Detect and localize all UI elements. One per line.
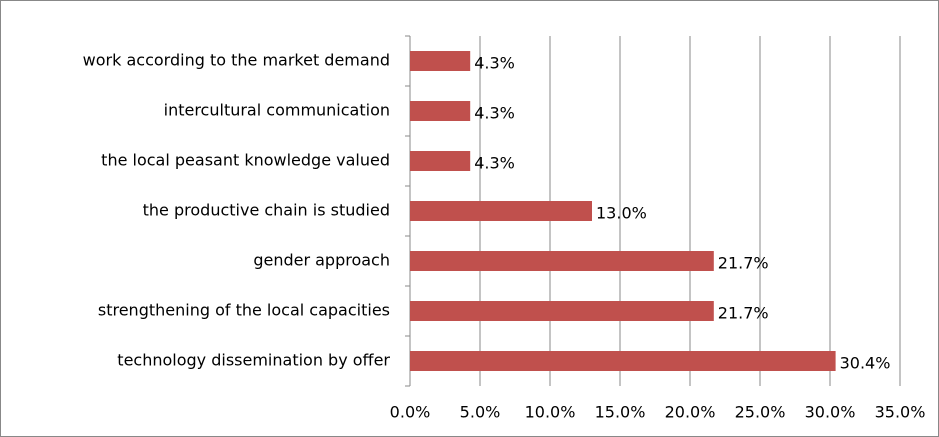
bar (410, 51, 471, 71)
data-label: 4.3% (474, 54, 515, 73)
bar (410, 251, 714, 271)
data-label: 13.0% (596, 204, 647, 223)
bar (410, 301, 714, 321)
x-tick-label: 30.0% (805, 403, 856, 422)
x-tick-label: 15.0% (595, 403, 646, 422)
bar (410, 201, 592, 221)
data-label: 4.3% (474, 154, 515, 173)
bar (410, 351, 836, 371)
data-label: 4.3% (474, 104, 515, 123)
x-tick-label: 0.0% (390, 403, 431, 422)
y-tick-label: strengthening of the local capacities (98, 301, 390, 320)
y-tick-label: the productive chain is studied (143, 201, 390, 220)
x-tick-label: 35.0% (875, 403, 926, 422)
x-tick-label: 10.0% (525, 403, 576, 422)
x-tick-label: 20.0% (665, 403, 716, 422)
bar (410, 151, 471, 171)
y-tick-label: the local peasant knowledge valued (101, 151, 390, 170)
bar (410, 101, 471, 121)
data-label: 30.4% (840, 354, 891, 373)
y-tick-label: gender approach (253, 251, 390, 270)
data-label: 21.7% (718, 304, 769, 323)
y-tick-label: intercultural communication (164, 101, 390, 120)
data-label: 21.7% (718, 254, 769, 273)
y-tick-label: technology dissemination by offer (117, 351, 390, 370)
x-tick-label: 5.0% (460, 403, 501, 422)
y-tick-label: work according to the market demand (83, 51, 390, 70)
x-tick-label: 25.0% (735, 403, 786, 422)
